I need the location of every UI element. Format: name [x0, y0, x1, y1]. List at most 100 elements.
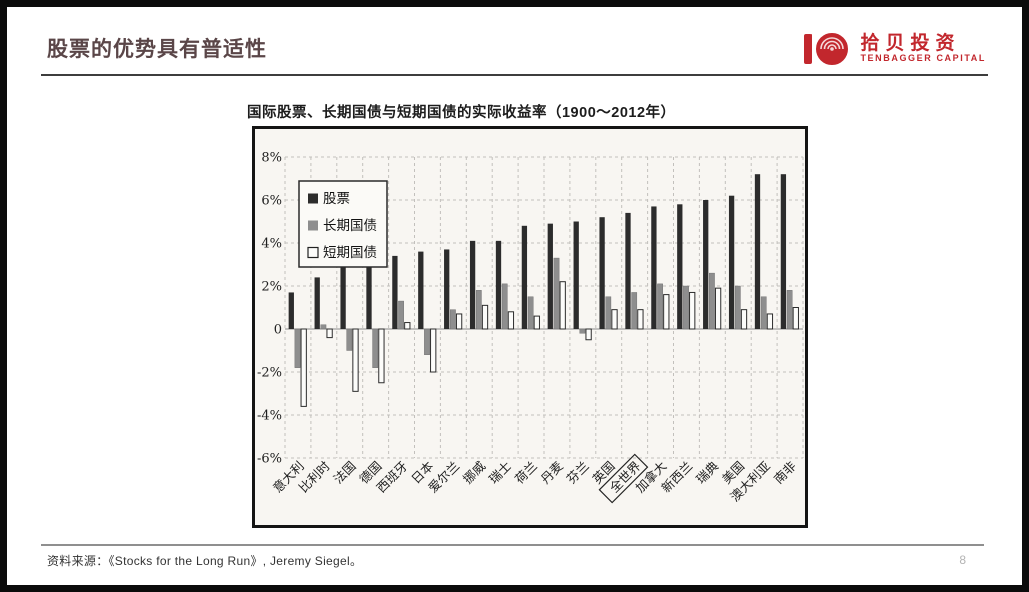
bar: [294, 328, 301, 368]
y-tick-label: -6%: [257, 452, 282, 467]
svg-text:丹麦: 丹麦: [538, 458, 567, 487]
bar-group-2: [314, 277, 333, 339]
y-tick-label: 0: [274, 323, 282, 338]
page-number: 8: [959, 553, 966, 567]
bar: [792, 307, 799, 330]
y-tick-label: 8%: [261, 151, 282, 166]
bar-group-16: [677, 204, 696, 330]
chart-title: 国际股票、长期国债与短期国债的实际收益率（1900～2012年）: [247, 105, 676, 121]
bar: [760, 296, 767, 330]
bar: [495, 240, 502, 329]
bar: [657, 283, 663, 330]
svg-text:荷兰: 荷兰: [512, 458, 540, 486]
highlight-box: [598, 453, 649, 504]
bar-group-20: [780, 174, 799, 330]
y-tick-label: -4%: [257, 409, 282, 424]
source-note: 资料来源：《Stocks for the Long Run》, Jeremy S…: [47, 554, 363, 568]
bar: [533, 315, 540, 330]
y-tick-label: -2%: [257, 366, 282, 381]
bar: [786, 290, 793, 330]
svg-text:瑞士: 瑞士: [486, 458, 514, 486]
page-title: 股票的优势具有普适性: [47, 38, 267, 61]
bar-group-11: [547, 223, 566, 330]
x-tick-label: 荷兰: [512, 458, 540, 486]
bar: [780, 174, 787, 329]
bar-group-6: [418, 251, 437, 373]
bar: [553, 257, 560, 330]
x-tick-label: 挪威: [460, 458, 489, 487]
bar: [703, 200, 709, 329]
tenbagger-logo-icon: [804, 33, 849, 65]
bar: [677, 204, 683, 329]
bar: [320, 324, 327, 330]
bar: [404, 322, 411, 330]
legend-swatch: [308, 193, 318, 204]
bar: [651, 206, 657, 329]
bar: [314, 277, 320, 329]
bar: [501, 283, 508, 330]
bar: [455, 313, 463, 330]
logo-name-cn: 拾贝投资: [860, 33, 961, 55]
bar: [689, 291, 696, 330]
bar: [709, 272, 715, 330]
bar: [424, 328, 430, 355]
bar: [573, 221, 579, 329]
bar: [521, 225, 528, 329]
bar: [714, 287, 722, 330]
x-tick-label: 法国: [330, 458, 358, 486]
bar: [352, 328, 359, 392]
bar: [740, 309, 748, 330]
bar: [625, 212, 631, 329]
bar: [366, 264, 372, 329]
bar: [346, 328, 353, 351]
bar: [430, 328, 437, 373]
bar: [326, 328, 333, 339]
bar-group-17: [703, 200, 722, 330]
bar: [599, 217, 605, 329]
bar: [444, 249, 450, 329]
x-tick-label: 芬兰: [564, 458, 592, 486]
bar-group-3: [340, 266, 359, 392]
bar: [579, 328, 586, 334]
bar: [527, 296, 534, 330]
footer-divider: [41, 544, 984, 546]
bar: [300, 328, 307, 407]
y-tick-label: 6%: [261, 194, 282, 209]
bar: [288, 292, 294, 329]
bar: [663, 294, 670, 330]
chart-plot-area: 8% 6% 4% 2% 0 -2% -4% -6% 意大利 比利时 法国 德国 西班牙 日本 爱尔兰 挪威 瑞士…: [255, 129, 805, 530]
x-tick-label: 丹麦: [538, 458, 567, 487]
bar-group-10: [521, 225, 540, 330]
bar-chart-svg: 8% 6% 4% 2% 0 -2% -4% -6%意大利比利时法国德国西班牙日本爱尔兰挪威瑞士…: [257, 151, 804, 504]
bar: [683, 285, 689, 330]
bar-group-9: [495, 240, 515, 330]
bar: [418, 251, 424, 329]
legend-label: 短期国债: [323, 245, 377, 261]
x-tick-label: 瑞士: [486, 458, 514, 486]
bar-group-18: [728, 195, 748, 330]
bar-group-1: [288, 292, 307, 407]
legend-swatch: [307, 246, 319, 259]
svg-text:法国: 法国: [330, 458, 358, 486]
bar-group-14: [625, 212, 644, 330]
legend-label: 股票: [323, 191, 350, 207]
legend-label: 长期国债: [323, 218, 377, 234]
bar-group-7: [444, 249, 463, 330]
svg-text:南非: 南非: [771, 458, 799, 486]
svg-text:芬兰: 芬兰: [564, 458, 592, 486]
svg-text:瑞典: 瑞典: [693, 458, 721, 486]
x-axis-labels: 意大利比利时法国德国西班牙日本爱尔兰挪威瑞士荷兰丹麦芬兰英国全世界加拿大新西兰瑞…: [270, 453, 799, 504]
bar: [507, 311, 515, 330]
bar: [378, 328, 385, 384]
bar-group-4: [366, 264, 385, 384]
bar: [372, 328, 379, 368]
y-tick-label: 4%: [261, 237, 282, 252]
bar: [734, 285, 741, 330]
bar: [611, 309, 618, 330]
bar: [754, 174, 761, 329]
bar: [340, 266, 346, 329]
bar: [559, 281, 566, 330]
bar-group-13: [599, 217, 618, 330]
